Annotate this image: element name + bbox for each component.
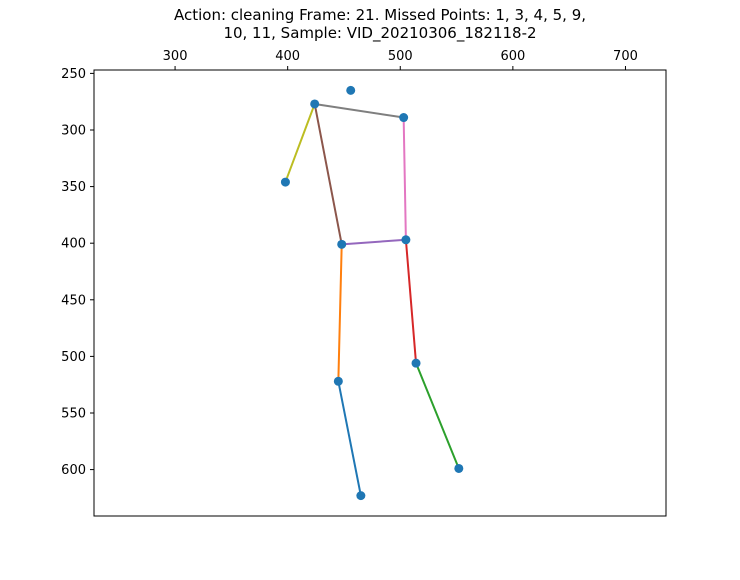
skeleton-segment-1 [337, 380, 362, 497]
y-axis-ticks: 250 300 350 400 450 500 550 600 [61, 67, 94, 478]
keypoints [280, 85, 464, 501]
keypoint-10 [356, 491, 366, 501]
keypoint-7 [411, 358, 421, 368]
keypoint-5 [337, 239, 347, 249]
x-axis-ticks: 300 400 500 600 700 [163, 49, 638, 70]
skeleton-segment-2 [337, 243, 343, 383]
y-tick-label-300: 300 [61, 123, 86, 138]
skeleton-segments [284, 102, 460, 497]
y-tick-label-400: 400 [61, 237, 86, 252]
x-tick-label-300: 300 [163, 49, 188, 64]
skeleton-segment-6 [313, 102, 343, 246]
keypoint-9 [454, 463, 464, 473]
keypoint-3 [399, 113, 409, 123]
keypoint-8 [333, 376, 343, 386]
keypoint-6 [401, 235, 411, 245]
x-tick-label-700: 700 [613, 49, 638, 64]
keypoint-2 [310, 99, 320, 109]
keypoint-4 [280, 177, 290, 187]
y-tick-label-500: 500 [61, 350, 86, 365]
plot-frame [93, 69, 667, 517]
y-tick-label-550: 550 [61, 406, 86, 421]
skeleton-segment-7 [402, 116, 407, 241]
x-tick-label-600: 600 [500, 49, 525, 64]
keypoint-1 [346, 85, 356, 95]
skeleton-segment-9 [284, 102, 316, 184]
skeleton-segment-4 [404, 238, 418, 365]
x-tick-label-500: 500 [388, 49, 413, 64]
y-tick-label-600: 600 [61, 463, 86, 478]
y-tick-label-250: 250 [61, 67, 86, 82]
chart-title: Action: cleaning Frame: 21. Missed Point… [173, 6, 587, 42]
skeleton-segment-3 [415, 362, 460, 470]
skeleton-segment-5 [340, 238, 407, 246]
x-tick-label-400: 400 [275, 49, 300, 64]
y-tick-label-450: 450 [61, 293, 86, 308]
y-tick-label-350: 350 [61, 180, 86, 195]
skeleton-segment-8 [313, 102, 405, 119]
